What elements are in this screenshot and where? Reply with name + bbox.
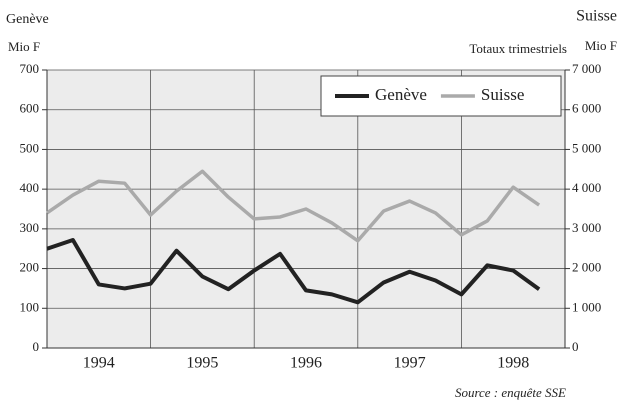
- y2-tick-label: 5 000: [572, 140, 601, 155]
- y-tick-label: 600: [20, 101, 40, 116]
- y-tick-label: 400: [20, 180, 40, 195]
- x-tick-label: 1995: [186, 355, 218, 372]
- y-tick-label: 700: [20, 61, 40, 76]
- legend-label: Suisse: [481, 85, 524, 104]
- right-unit: Mio F: [585, 38, 617, 53]
- x-tick-label: 1996: [290, 355, 322, 372]
- legend-label: Genève: [375, 85, 427, 104]
- y-tick-label: 300: [20, 220, 40, 235]
- right-title: Suisse: [576, 8, 617, 25]
- left-unit: Mio F: [8, 39, 40, 54]
- y2-tick-label: 1 000: [572, 299, 601, 314]
- line-series: [46, 237, 541, 305]
- y-tick-label: 100: [20, 299, 40, 314]
- y2-tick-label: 0: [572, 339, 579, 354]
- y2-tick-label: 6 000: [572, 101, 601, 116]
- y2-tick-label: 7 000: [572, 61, 601, 76]
- x-tick-label: 1994: [83, 355, 115, 372]
- x-tick-label: 1997: [394, 355, 426, 372]
- y2-tick-label: 4 000: [572, 180, 601, 195]
- line-series: [46, 169, 541, 243]
- y-tick-label: 500: [20, 140, 40, 155]
- source: Source : enquête SSE: [455, 385, 566, 400]
- y2-tick-label: 3 000: [572, 220, 601, 235]
- x-tick-label: 1998: [497, 355, 529, 372]
- y-tick-label: 0: [33, 339, 40, 354]
- left-title: Genève: [6, 12, 49, 27]
- y-tick-label: 200: [20, 260, 40, 275]
- subtitle: Totaux trimestriels: [469, 41, 567, 56]
- y2-tick-label: 2 000: [572, 260, 601, 275]
